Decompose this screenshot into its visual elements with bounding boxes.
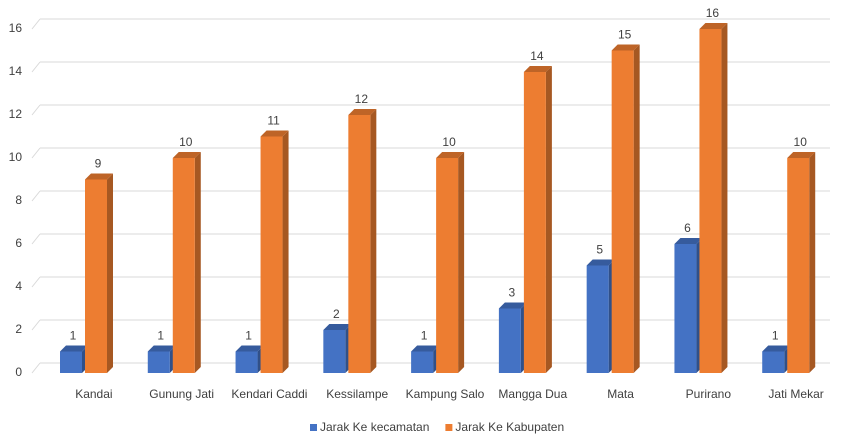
value-label: 2: [333, 307, 340, 321]
legend-label: Jarak Ke kecamatan: [320, 420, 429, 434]
bar: [787, 158, 810, 373]
grid-depth: [31, 276, 41, 288]
y-tick-label: 8: [15, 193, 22, 207]
value-label: 1: [245, 329, 252, 343]
value-label: 15: [618, 28, 632, 42]
x-tick-label: Kessilampe: [326, 387, 388, 401]
x-tick-label: Kendari Caddi: [231, 387, 307, 401]
value-label: 10: [794, 135, 808, 149]
legend-swatch: [445, 424, 453, 431]
value-label: 1: [772, 329, 779, 343]
bar-top: [498, 302, 527, 309]
bar-top: [523, 66, 552, 72]
bar: [586, 265, 609, 373]
bar: [699, 29, 722, 373]
value-label: 6: [684, 221, 691, 235]
value-label: 9: [95, 157, 102, 171]
grid-depth: [31, 104, 41, 116]
y-tick-label: 10: [9, 150, 23, 164]
value-label: 11: [267, 114, 280, 128]
x-tick-label: Kandai: [75, 387, 112, 401]
bar-top: [260, 130, 289, 137]
value-label: 14: [530, 49, 544, 63]
y-tick-label: 2: [15, 322, 22, 336]
value-label: 1: [70, 329, 77, 343]
bar: [523, 72, 546, 373]
value-label: 10: [442, 135, 456, 149]
value-label: 12: [355, 92, 369, 106]
value-label: 5: [596, 243, 603, 257]
bar: [674, 244, 697, 373]
bar: [348, 115, 371, 373]
bar-top: [699, 23, 728, 29]
bar: [762, 351, 785, 373]
y-tick-label: 16: [9, 21, 23, 35]
bar-side: [458, 152, 465, 373]
legend-swatch: [310, 424, 317, 431]
bar: [85, 179, 107, 373]
bar-side: [809, 152, 816, 373]
x-tick-label: Kampung Salo: [406, 387, 485, 401]
x-tick-label: Purirano: [686, 387, 732, 401]
grid-depth: [31, 61, 41, 73]
y-tick-label: 6: [15, 236, 22, 250]
value-label: 1: [421, 329, 428, 343]
bar-side: [633, 44, 640, 373]
grid-depth: [31, 319, 41, 331]
bar: [235, 351, 258, 373]
bar: [147, 351, 170, 373]
bar: [260, 136, 283, 373]
bar-top: [147, 345, 176, 352]
grid-depth: [31, 233, 41, 245]
bar-side: [370, 109, 377, 373]
x-tick-label: Gunung Jati: [149, 387, 214, 401]
grid-depth: [31, 18, 41, 30]
bar-top: [235, 345, 264, 352]
bar-top: [411, 345, 440, 352]
bar-top: [674, 238, 703, 244]
grid-depth: [31, 362, 41, 374]
bar: [436, 158, 459, 373]
x-tick-label: Mata: [607, 387, 634, 401]
y-tick-label: 14: [9, 64, 23, 78]
bar-top: [85, 173, 113, 180]
y-tick-label: 4: [15, 279, 22, 293]
bar: [411, 351, 434, 373]
bar: [498, 308, 521, 373]
bar-top: [172, 152, 201, 158]
bar: [611, 50, 634, 373]
y-tick-label: 12: [9, 107, 23, 121]
bar: [323, 330, 346, 373]
value-label: 1: [157, 329, 164, 343]
bar-top: [60, 345, 88, 352]
legend-label: Jarak Ke Kabupaten: [455, 420, 564, 434]
grid-depth: [31, 190, 41, 202]
grid-depth: [31, 147, 41, 159]
bar-side: [194, 152, 201, 373]
x-tick-label: Jati Mekar: [768, 387, 823, 401]
value-label: 10: [179, 135, 193, 149]
bar-top: [611, 44, 640, 51]
bar-side: [107, 173, 113, 373]
bar: [60, 351, 82, 373]
bar-side: [282, 130, 289, 373]
value-label: 3: [509, 286, 516, 300]
bar-top: [436, 152, 465, 158]
bar-top: [323, 324, 352, 330]
bar-top: [787, 152, 816, 158]
bar-top: [586, 259, 615, 266]
bar-top: [348, 109, 377, 115]
bar-side: [721, 23, 728, 373]
bar: [172, 158, 195, 373]
bar-top: [762, 345, 791, 352]
bar-side: [545, 66, 552, 373]
value-label: 16: [706, 6, 720, 20]
x-tick-label: Mangga Dua: [498, 387, 567, 401]
y-tick-label: 0: [15, 365, 22, 379]
